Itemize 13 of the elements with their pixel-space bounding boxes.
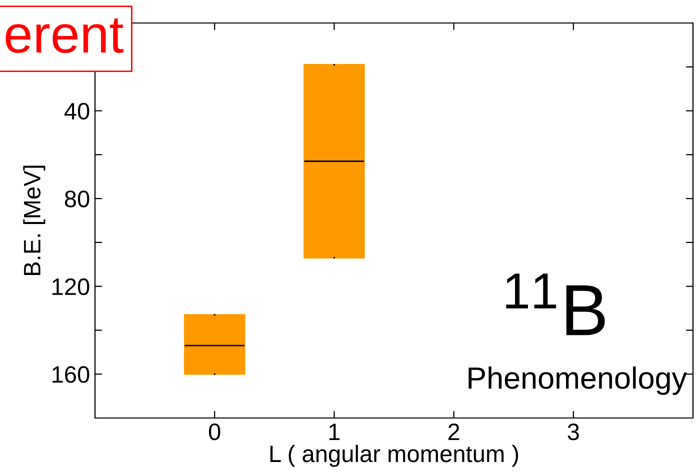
annotation: $^{11}$B xyxy=(506,274,605,336)
y-tick-label: 120 xyxy=(52,278,90,296)
x-tick-label: 0 xyxy=(208,423,220,440)
annotation: Phenomenology xyxy=(468,366,687,395)
annotation: erent xyxy=(6,18,124,54)
y-tick-label: 80 xyxy=(64,190,90,208)
x-tick-label: 1 xyxy=(329,424,340,440)
x-axis-title: L ( angular momentum ) xyxy=(270,444,518,467)
y-tick-label: 160 xyxy=(52,366,90,383)
y-tick-label: 40 xyxy=(64,102,90,120)
x-tick-label: 2 xyxy=(448,423,460,440)
y-axis-title: B.E. [MeV] xyxy=(23,166,46,275)
x-tick-label: 3 xyxy=(568,423,579,440)
